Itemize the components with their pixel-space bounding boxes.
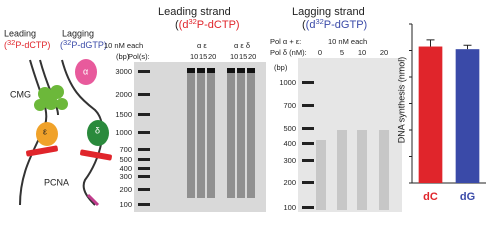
cmg-helicase xyxy=(34,85,68,111)
lane-label: 5 xyxy=(340,48,344,57)
lane-label: 20 xyxy=(208,52,216,61)
pol-ae-label: Pol α + ε: xyxy=(270,37,301,46)
bar-chart: DNA synthesis (nmol) dC dG xyxy=(396,23,486,203)
ladder-label: 300 xyxy=(119,172,132,181)
alpha-label: α xyxy=(83,66,88,76)
lane-label: 10 xyxy=(230,52,238,61)
lagging-isotope: (32P-dGTP) xyxy=(60,38,107,50)
ladder-label: 700 xyxy=(283,101,296,110)
leading-label: Leading xyxy=(4,28,36,38)
ladder-label: 100 xyxy=(283,203,296,212)
gel-image xyxy=(298,58,402,212)
gel-isotope: ((d32P-dGTP) xyxy=(302,17,367,31)
ladder-label: 400 xyxy=(283,139,296,148)
y-axis-label: DNA synthesis (nmol) xyxy=(396,57,406,144)
lane-label: 20 xyxy=(380,48,388,57)
leading-isotope: (32P-dCTP) xyxy=(4,38,50,50)
ladder-label: 200 xyxy=(283,178,296,187)
ladder-label: 2000 xyxy=(115,90,132,99)
group-label: α ε xyxy=(197,41,207,50)
gel-isotope: ((d32P-dCTP) xyxy=(175,17,240,31)
ladder-label: 200 xyxy=(119,185,132,194)
ladder-label: 1000 xyxy=(115,128,132,137)
bp-label: (bp) xyxy=(116,52,130,61)
group-label: α ε δ xyxy=(234,41,250,50)
lane-smears xyxy=(187,68,255,198)
ladder-bands xyxy=(138,70,150,206)
lane-label: 10 xyxy=(358,48,366,57)
error-bar xyxy=(463,44,472,50)
ladder-label: 1500 xyxy=(115,110,132,119)
cmg-label: CMG xyxy=(10,89,31,99)
pol-alpha xyxy=(75,59,97,85)
conc-label: 10 nM each xyxy=(104,41,143,50)
gel-title: Lagging strand xyxy=(292,6,365,18)
pols-label: Pol(s): xyxy=(128,52,150,61)
pol-delta xyxy=(87,120,109,146)
ladder-label: 300 xyxy=(283,156,296,165)
ladder-label: 500 xyxy=(283,124,296,133)
error-bar xyxy=(426,39,435,47)
lane-label: 20 xyxy=(248,52,256,61)
bp-label: (bp) xyxy=(274,63,288,72)
x-tick-label: dC xyxy=(423,191,438,203)
pcna-label: PCNA xyxy=(44,177,69,187)
bar xyxy=(418,46,443,184)
lane-label: 15 xyxy=(239,52,247,61)
primer xyxy=(86,193,100,207)
gel-title: Leading strand xyxy=(158,6,231,18)
lane-label: 0 xyxy=(318,48,322,57)
lane-label: 15 xyxy=(199,52,207,61)
bar xyxy=(455,49,480,183)
x-tick-label: dG xyxy=(460,191,475,203)
delta-label: δ xyxy=(95,125,100,135)
ladder-label: 400 xyxy=(119,164,132,173)
ladder-label: 100 xyxy=(119,200,132,209)
lane-label: 10 xyxy=(190,52,198,61)
epsilon-label: ε xyxy=(43,126,47,136)
ladder-label: 1000 xyxy=(279,78,296,87)
lagging-gel: Lagging strand ((d32P-dGTP) Pol α + ε: 1… xyxy=(270,6,402,212)
figure: Leading (32P-dCTP) Lagging (32P-dGTP) CM… xyxy=(4,6,486,212)
lagging-label: Lagging xyxy=(62,28,94,38)
conc-label: 10 nM each xyxy=(328,37,367,46)
replisome-diagram: Leading (32P-dCTP) Lagging (32P-dGTP) CM… xyxy=(4,28,112,207)
ladder-label: 500 xyxy=(119,155,132,164)
lane-smears xyxy=(316,130,389,210)
pcna xyxy=(26,145,58,157)
leading-gel: Leading strand ((d32P-dCTP) 10 nM each P… xyxy=(104,6,266,212)
ladder-label: 3000 xyxy=(115,67,132,76)
ladder-label: 700 xyxy=(119,145,132,154)
pcna xyxy=(80,149,112,161)
ladder-bands xyxy=(302,81,314,209)
pol-epsilon xyxy=(36,122,58,146)
pol-d-label: Pol δ (nM): xyxy=(270,48,307,57)
product-bands xyxy=(187,68,255,73)
